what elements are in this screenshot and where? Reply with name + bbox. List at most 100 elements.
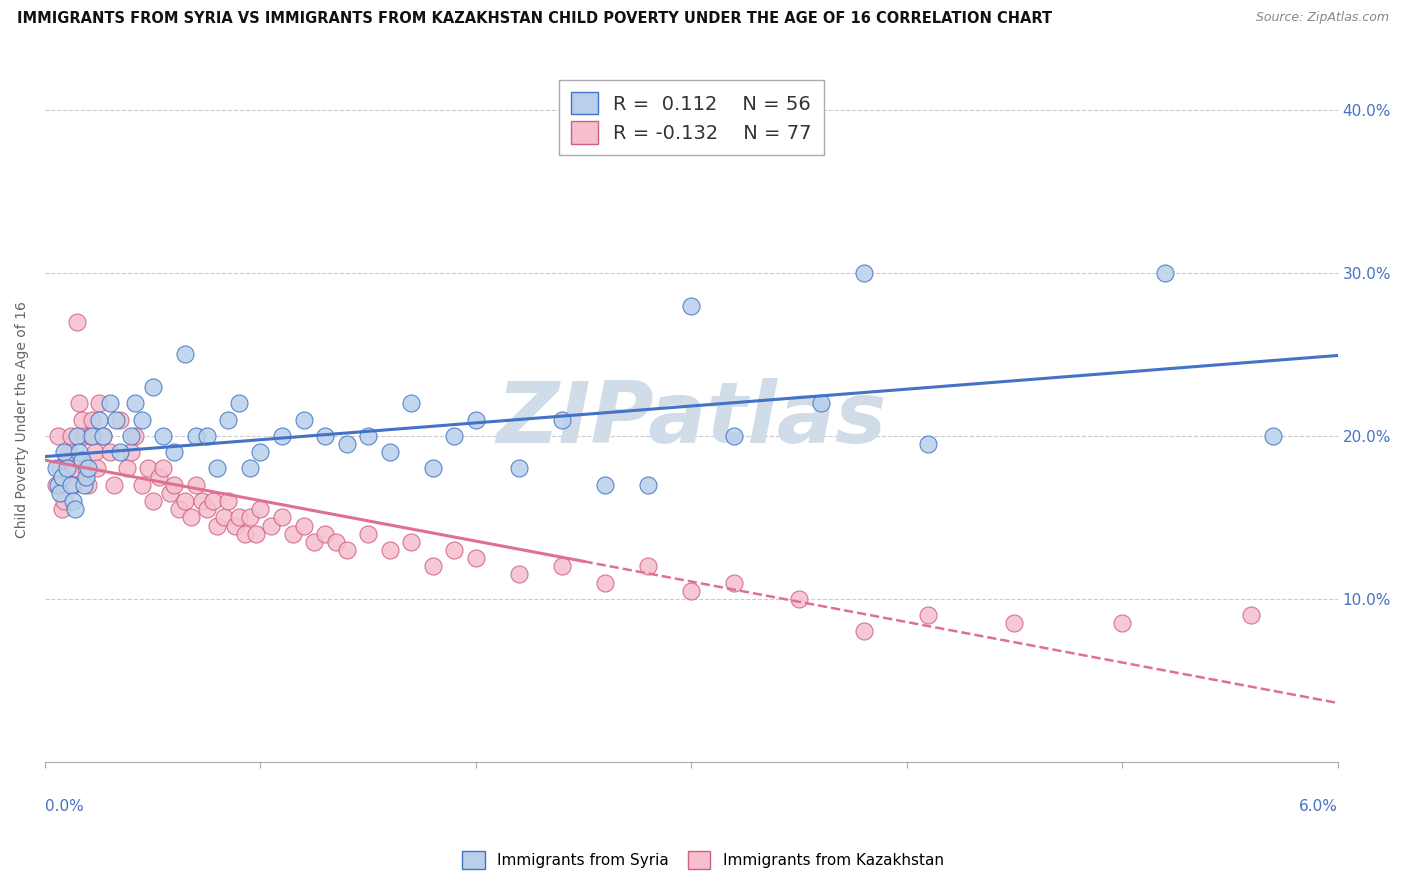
Point (1240, 608, 1263, 623)
Point (45, 461, 67, 475)
Point (77, 477, 100, 491)
Text: IMMIGRANTS FROM SYRIA VS IMMIGRANTS FROM KAZAKHSTAN CHILD POVERTY UNDER THE AGE : IMMIGRANTS FROM SYRIA VS IMMIGRANTS FROM… (17, 11, 1052, 26)
Point (131, 412, 153, 426)
Point (148, 469, 170, 483)
Point (207, 518, 229, 533)
Point (249, 445, 271, 459)
Point (120, 445, 142, 459)
Point (304, 534, 326, 549)
Point (422, 461, 444, 475)
Point (138, 461, 160, 475)
Point (637, 477, 659, 491)
Legend: Immigrants from Syria, Immigrants from Kazakhstan: Immigrants from Syria, Immigrants from K… (456, 845, 950, 875)
Point (159, 486, 181, 500)
Point (180, 510, 202, 524)
Point (79, 429, 101, 443)
Point (508, 567, 530, 582)
Point (357, 429, 380, 443)
Point (163, 477, 186, 491)
Point (508, 461, 530, 475)
Point (174, 347, 197, 361)
Point (46, 477, 69, 491)
Point (62, 494, 84, 508)
Point (1261, 429, 1284, 443)
Point (1154, 266, 1177, 280)
Point (66, 315, 89, 329)
Point (228, 510, 250, 524)
Point (281, 526, 304, 541)
Point (75, 469, 97, 483)
Point (69, 445, 91, 459)
Point (49, 461, 72, 475)
Point (191, 494, 214, 508)
Point (87, 396, 110, 410)
Point (115, 461, 138, 475)
Point (551, 559, 574, 574)
Point (184, 429, 207, 443)
Point (59, 429, 82, 443)
Point (852, 624, 875, 639)
Point (73, 477, 96, 491)
Point (217, 494, 239, 508)
Point (723, 429, 745, 443)
Point (917, 437, 939, 451)
Point (174, 494, 197, 508)
Point (228, 396, 250, 410)
Point (399, 396, 422, 410)
Point (45, 477, 67, 491)
Point (212, 510, 235, 524)
Point (233, 526, 256, 541)
Point (91, 429, 114, 443)
Point (422, 559, 444, 574)
Point (87, 412, 110, 426)
Point (83, 445, 105, 459)
Point (120, 429, 142, 443)
Point (464, 551, 486, 566)
Point (271, 510, 294, 524)
Point (723, 575, 745, 590)
Point (124, 429, 146, 443)
Point (239, 510, 262, 524)
Point (1004, 616, 1026, 631)
Point (55, 453, 77, 467)
Point (167, 502, 190, 516)
Point (53, 445, 76, 459)
Point (357, 526, 380, 541)
Point (49, 486, 72, 500)
Point (82, 429, 104, 443)
Point (142, 494, 165, 508)
Point (224, 518, 246, 533)
Point (217, 412, 239, 426)
Point (51, 469, 73, 483)
Point (98, 396, 121, 410)
Text: ZIPatlas: ZIPatlas (496, 378, 886, 461)
Point (70, 412, 93, 426)
Point (917, 608, 939, 623)
Point (184, 477, 207, 491)
Point (152, 429, 174, 443)
Point (202, 494, 225, 508)
Point (110, 412, 132, 426)
Point (142, 380, 165, 394)
Point (464, 412, 486, 426)
Point (91, 429, 114, 443)
Point (378, 543, 401, 558)
Point (82, 412, 104, 426)
Point (69, 396, 91, 410)
Point (1111, 616, 1133, 631)
Point (378, 445, 401, 459)
Point (62, 477, 84, 491)
Point (77, 461, 100, 475)
Point (271, 429, 294, 443)
Point (551, 412, 574, 426)
Point (98, 445, 121, 459)
Point (63, 461, 86, 475)
Point (810, 396, 832, 410)
Point (73, 429, 96, 443)
Point (163, 445, 186, 459)
Point (59, 477, 82, 491)
Point (51, 502, 73, 516)
Point (787, 591, 810, 606)
Point (105, 412, 128, 426)
Y-axis label: Child Poverty Under the Age of 16: Child Poverty Under the Age of 16 (15, 301, 30, 538)
